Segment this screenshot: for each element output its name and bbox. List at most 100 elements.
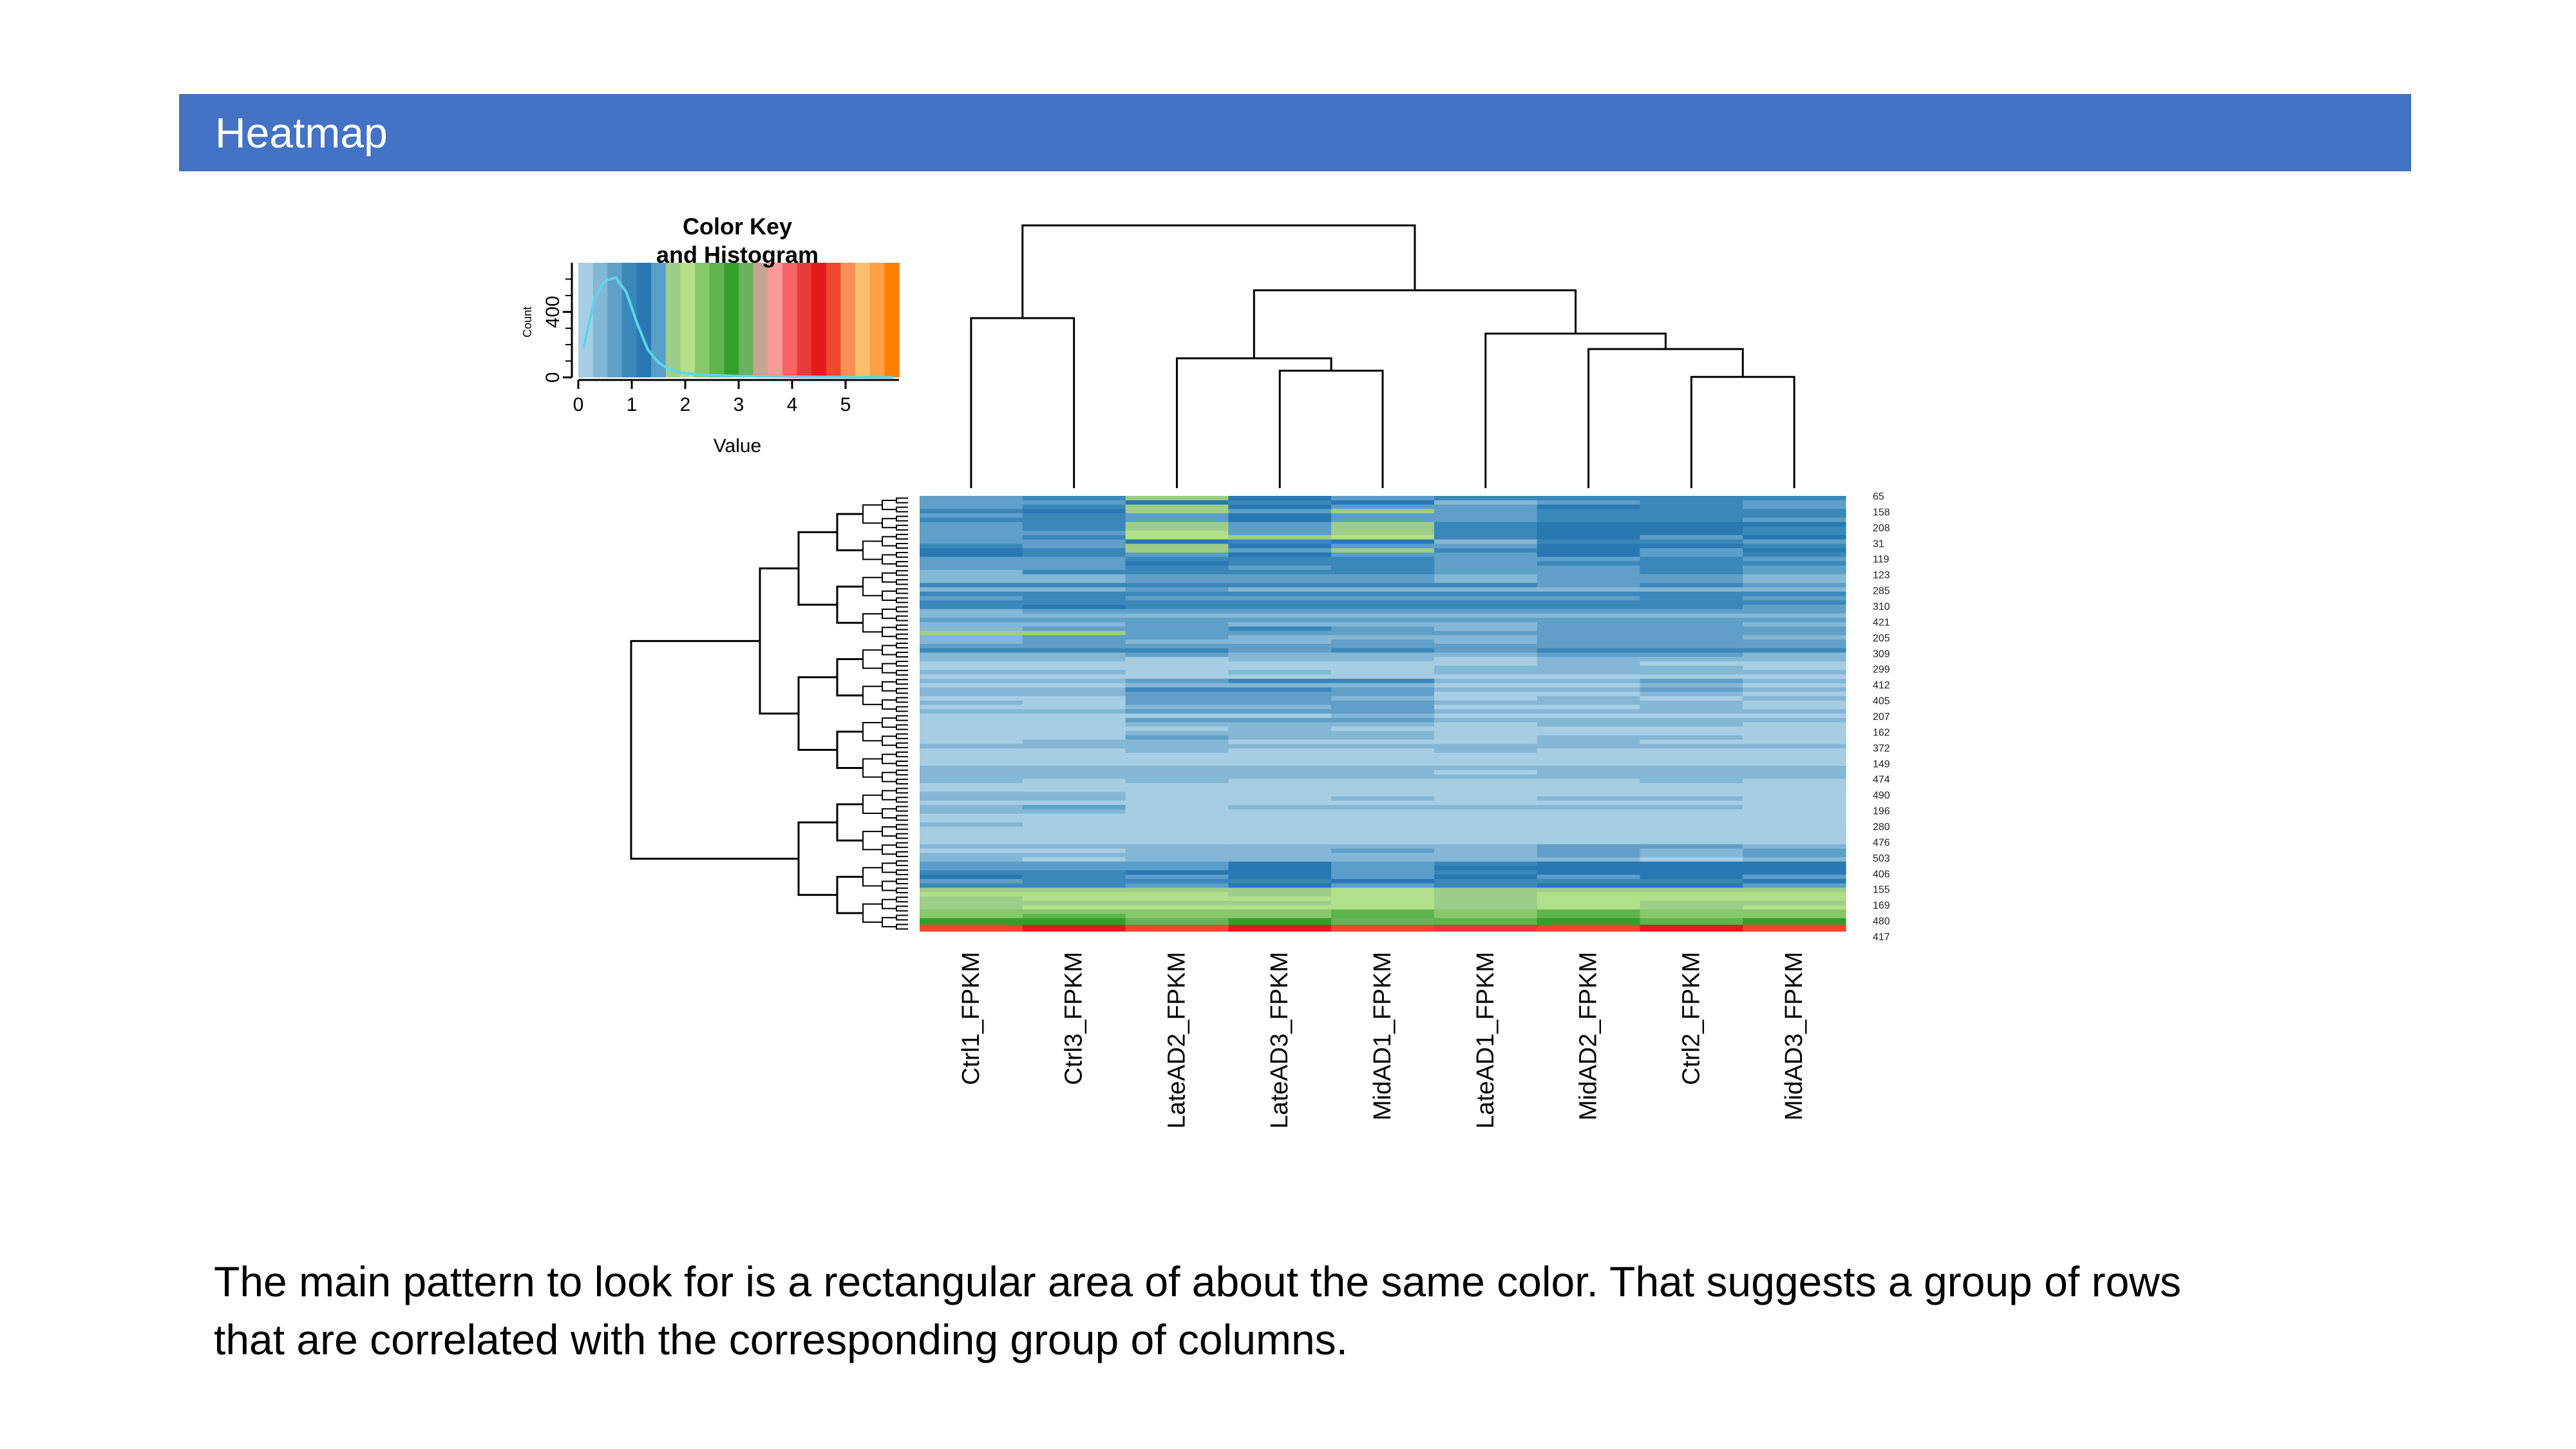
heatmap-cell bbox=[1228, 791, 1332, 797]
row-dendrogram-link bbox=[896, 688, 908, 694]
heatmap-cell bbox=[1022, 900, 1126, 906]
heatmap-cell bbox=[920, 692, 1023, 697]
heatmap-cell bbox=[1022, 565, 1126, 571]
row-dendrogram-link bbox=[896, 797, 908, 803]
heatmap-cell bbox=[1022, 683, 1126, 688]
heatmap-cell bbox=[1125, 692, 1229, 697]
heatmap-cell bbox=[920, 600, 1023, 605]
heatmap-cell bbox=[1331, 731, 1435, 736]
heatmap-cell bbox=[920, 670, 1023, 675]
column-dendrogram-link bbox=[970, 317, 1075, 488]
heatmap-cell bbox=[1640, 678, 1743, 684]
row-dendrogram-link bbox=[896, 887, 908, 894]
heatmap-cell bbox=[1743, 761, 1846, 766]
heatmap-cell bbox=[920, 583, 1023, 588]
heatmap-cell bbox=[1331, 531, 1435, 536]
heatmap-cell bbox=[920, 844, 1023, 849]
heatmap-cell bbox=[1022, 526, 1126, 531]
heatmap-cell bbox=[1434, 717, 1538, 723]
heatmap-cell bbox=[1125, 913, 1229, 919]
heatmap-cell bbox=[1125, 513, 1229, 518]
heatmap-cell bbox=[920, 661, 1023, 667]
row-dendrogram-link bbox=[896, 751, 908, 757]
heatmap-cell bbox=[1022, 918, 1126, 925]
heatmap-cell bbox=[1537, 866, 1641, 871]
heatmap-cell bbox=[1228, 918, 1332, 925]
heatmap-cell bbox=[1640, 587, 1743, 592]
heatmap-cell bbox=[1125, 552, 1229, 558]
heatmap-cell bbox=[1743, 496, 1846, 501]
heatmap-cell bbox=[1228, 887, 1332, 893]
heatmap-cell bbox=[1537, 757, 1641, 762]
heatmap-cell bbox=[920, 504, 1023, 509]
heatmap-cell bbox=[1125, 735, 1229, 741]
heatmap-cell bbox=[1743, 626, 1846, 632]
heatmap-cell bbox=[1331, 779, 1435, 784]
heatmap-cell bbox=[1331, 574, 1435, 580]
row-label: 412 bbox=[1873, 680, 1890, 691]
column-label: LateAD2_FPKM bbox=[1163, 952, 1190, 1129]
heatmap-cell bbox=[1743, 591, 1846, 597]
heatmap-cell bbox=[1434, 744, 1538, 749]
heatmap-cell bbox=[1125, 726, 1229, 732]
color-key-swatch bbox=[739, 263, 754, 377]
heatmap-cell bbox=[1743, 818, 1846, 823]
row-dendrogram-link bbox=[862, 758, 882, 778]
heatmap-cell bbox=[1434, 674, 1538, 679]
color-key-swatch bbox=[782, 263, 798, 377]
row-dendrogram-link bbox=[896, 679, 908, 685]
heatmap-cell bbox=[1640, 626, 1743, 632]
color-key-y-tick-label: 400 bbox=[542, 296, 564, 328]
heatmap-cell bbox=[1022, 857, 1126, 862]
row-dendrogram-link bbox=[836, 658, 863, 697]
heatmap-cell bbox=[1537, 739, 1641, 744]
heatmap-cell bbox=[1022, 578, 1126, 583]
heatmap-cell bbox=[1022, 517, 1126, 523]
heatmap-cell bbox=[1537, 735, 1641, 741]
column-label: LateAD1_FPKM bbox=[1472, 952, 1499, 1129]
heatmap-cell bbox=[920, 752, 1023, 758]
heatmap-cell bbox=[1228, 692, 1332, 697]
heatmap-cell bbox=[1331, 613, 1435, 618]
row-label: 123 bbox=[1873, 570, 1890, 581]
row-dendrogram-link bbox=[882, 627, 896, 638]
row-dendrogram-link bbox=[896, 624, 908, 630]
color-key-x-tick-label: 1 bbox=[627, 394, 638, 415]
heatmap-cell bbox=[1537, 613, 1641, 618]
row-dendrogram-link bbox=[896, 633, 908, 639]
heatmap-cell bbox=[1537, 909, 1641, 914]
row-dendrogram-link bbox=[882, 681, 896, 692]
heatmap-cell bbox=[1743, 630, 1846, 636]
heatmap-cell bbox=[1434, 596, 1538, 601]
heatmap-cell bbox=[1022, 630, 1126, 636]
heatmap-cell bbox=[920, 509, 1023, 514]
heatmap-cell bbox=[920, 700, 1023, 706]
heatmap-cell bbox=[1331, 791, 1435, 797]
heatmap-cell bbox=[1434, 657, 1538, 662]
heatmap-cell bbox=[1640, 639, 1743, 645]
heatmap-cell bbox=[920, 896, 1023, 902]
heatmap-cell bbox=[1125, 731, 1229, 736]
heatmap-cell bbox=[1640, 548, 1743, 553]
heatmap-cell bbox=[1434, 731, 1538, 736]
heatmap-cell bbox=[920, 726, 1023, 732]
color-key-swatch bbox=[651, 263, 667, 377]
row-dendrogram-link bbox=[797, 821, 837, 896]
heatmap-cell bbox=[1331, 561, 1435, 566]
heatmap-cell bbox=[1331, 692, 1435, 697]
heatmap-cell bbox=[1228, 809, 1332, 815]
heatmap-cell bbox=[1331, 883, 1435, 888]
row-dendrogram-link bbox=[836, 876, 863, 914]
heatmap-cell bbox=[1125, 779, 1229, 784]
heatmap-cell bbox=[1228, 517, 1332, 523]
heatmap-cell bbox=[920, 714, 1023, 719]
heatmap-cell bbox=[1331, 587, 1435, 592]
heatmap-cell bbox=[1022, 800, 1126, 806]
heatmap-cell bbox=[1331, 583, 1435, 588]
heatmap-cell bbox=[1228, 844, 1332, 849]
heatmap-cell bbox=[1125, 583, 1229, 588]
heatmap-cell bbox=[1228, 761, 1332, 766]
heatmap-cell bbox=[1125, 661, 1229, 667]
heatmap-cell bbox=[1537, 796, 1641, 801]
